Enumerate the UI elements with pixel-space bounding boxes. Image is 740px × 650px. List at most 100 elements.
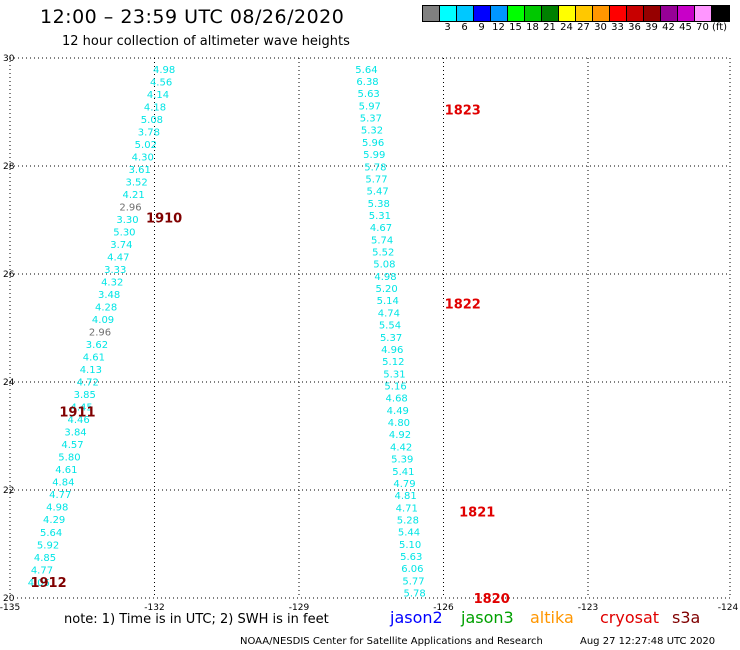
wave-height-value: 4.56 — [150, 77, 172, 88]
units-note: note: 1) Time is in UTC; 2) SWH is in fe… — [64, 612, 329, 627]
wave-height-value: 4.30 — [132, 152, 154, 163]
wave-height-value: 4.77 — [49, 490, 71, 501]
wave-height-value: 4.45 — [71, 403, 93, 414]
color-swatch — [661, 6, 678, 21]
wave-height-value: 5.80 — [58, 453, 80, 464]
wave-height-value: 5.97 — [359, 101, 381, 112]
wave-height-value: 5.63 — [358, 89, 380, 100]
chart-subtitle: 12 hour collection of altimeter wave hei… — [62, 34, 350, 49]
wave-height-value: 5.16 — [384, 382, 406, 393]
color-scale-label: (ft) — [711, 22, 728, 33]
longitude-tick-label: -124 — [718, 603, 739, 613]
color-swatch — [593, 6, 610, 21]
pass-time-label: 1911 — [59, 406, 95, 421]
wave-height-value: 5.30 — [113, 227, 135, 238]
wave-height-value: 5.39 — [391, 455, 413, 466]
wave-height-value: 5.77 — [365, 174, 387, 185]
wave-height-value: 3.84 — [64, 428, 86, 439]
satellite-legend-s3a: s3a — [672, 608, 701, 627]
satellite-legend-cryosat: cryosat — [600, 608, 660, 627]
wave-height-value: 5.14 — [377, 296, 399, 307]
color-scale-label: 21 — [543, 22, 556, 33]
wave-height-value: 5.31 — [369, 211, 391, 222]
satellite-legend-altika: altika — [530, 608, 574, 627]
wave-height-value: 6.38 — [356, 77, 378, 88]
wave-height-value: 4.14 — [147, 90, 169, 101]
latitude-tick-label: 22 — [3, 486, 14, 496]
pass-time-label: 1912 — [30, 576, 66, 591]
pass-time-label: 1822 — [445, 298, 481, 313]
wave-height-value: 4.77 — [31, 565, 53, 576]
color-swatch — [644, 6, 661, 21]
wave-height-value: 5.99 — [363, 150, 385, 161]
wave-height-value: 3.85 — [74, 390, 96, 401]
color-swatch — [423, 6, 440, 21]
wave-height-value: 5.78 — [403, 589, 425, 600]
wave-height-value: 4.72 — [77, 378, 99, 389]
wave-height-value: 5.10 — [399, 540, 421, 551]
color-scale-label: 36 — [628, 22, 641, 33]
color-scale-label: 27 — [577, 22, 590, 33]
pass-time-label: 1910 — [146, 211, 182, 226]
wave-height-value: 5.32 — [361, 126, 383, 137]
color-swatch — [559, 6, 576, 21]
pass-time-label: 1820 — [474, 592, 510, 607]
wave-height-value: 4.13 — [80, 365, 102, 376]
wave-height-value: 2.96 — [119, 202, 141, 213]
wave-height-value: 5.63 — [400, 552, 422, 563]
wave-height-value: 4.68 — [386, 394, 408, 405]
wave-height-value: 3.33 — [104, 265, 126, 276]
wave-height-value: 4.21 — [122, 190, 144, 201]
wave-height-value: 4.61 — [55, 465, 77, 476]
wave-height-value: 5.78 — [364, 162, 386, 173]
wave-height-value: 4.28 — [95, 303, 117, 314]
wave-height-value: 4.18 — [144, 102, 166, 113]
wave-height-value: 5.12 — [382, 357, 404, 368]
longitude-tick-label: -126 — [433, 603, 454, 613]
wave-height-value: 5.28 — [397, 516, 419, 527]
longitude-tick-label: -129 — [289, 603, 310, 613]
color-swatch — [576, 6, 593, 21]
wave-height-value: 3.52 — [126, 177, 148, 188]
wave-height-value: 4.84 — [52, 478, 74, 489]
pass-time-labels: 1823 1910 1822 1911 1821 1912 1820 — [30, 103, 509, 607]
longitude-tick-label: -123 — [578, 603, 598, 613]
color-swatch — [457, 6, 474, 21]
latitude-tick-label: 20 — [3, 594, 15, 604]
longitude-tick-label: -135 — [0, 603, 20, 613]
wave-height-value: 5.64 — [40, 528, 62, 539]
wave-height-value: 2.96 — [89, 328, 111, 339]
wave-height-value: 4.81 — [395, 491, 417, 502]
wave-height-value: 5.08 — [141, 115, 163, 126]
wave-height-value: 5.64 — [355, 65, 377, 76]
wave-height-value: 4.61 — [83, 353, 105, 364]
wave-height-value: 4.57 — [61, 440, 83, 451]
color-scale-label: 18 — [526, 22, 539, 33]
pass-time-label: 1823 — [445, 103, 481, 118]
longitude-tick-label: -132 — [144, 603, 164, 613]
wave-height-value: 5.41 — [392, 467, 414, 478]
color-scale-label: 30 — [594, 22, 607, 33]
wave-height-value: 4.09 — [92, 315, 114, 326]
wave-height-value: 4.98 — [374, 272, 396, 283]
latitude-tick-label: 26 — [3, 270, 15, 280]
wave-height-value: 4.05 — [28, 578, 50, 589]
wave-height-value: 5.96 — [362, 138, 384, 149]
wave-height-value: 3.48 — [98, 290, 120, 301]
wave-height-value: 4.85 — [34, 553, 56, 564]
color-scale-label: 33 — [611, 22, 624, 33]
wave-height-value: 5.77 — [402, 576, 424, 587]
color-swatch — [440, 6, 457, 21]
altimeter-tracks: 4.984.564.144.185.083.785.024.303.613.52… — [28, 65, 426, 600]
wave-height-value: 3.61 — [129, 165, 151, 176]
wave-height-value: 4.46 — [67, 415, 89, 426]
wave-height-value: 4.29 — [43, 515, 65, 526]
wave-height-value: 4.74 — [378, 308, 400, 319]
wave-height-value: 4.98 — [153, 65, 175, 76]
wave-height-value: 5.52 — [372, 248, 394, 259]
color-swatch — [542, 6, 559, 21]
wave-height-value: 5.20 — [375, 284, 397, 295]
wave-height-value: 5.54 — [379, 321, 401, 332]
credit-line: NOAA/NESDIS Center for Satellite Applica… — [240, 636, 543, 647]
